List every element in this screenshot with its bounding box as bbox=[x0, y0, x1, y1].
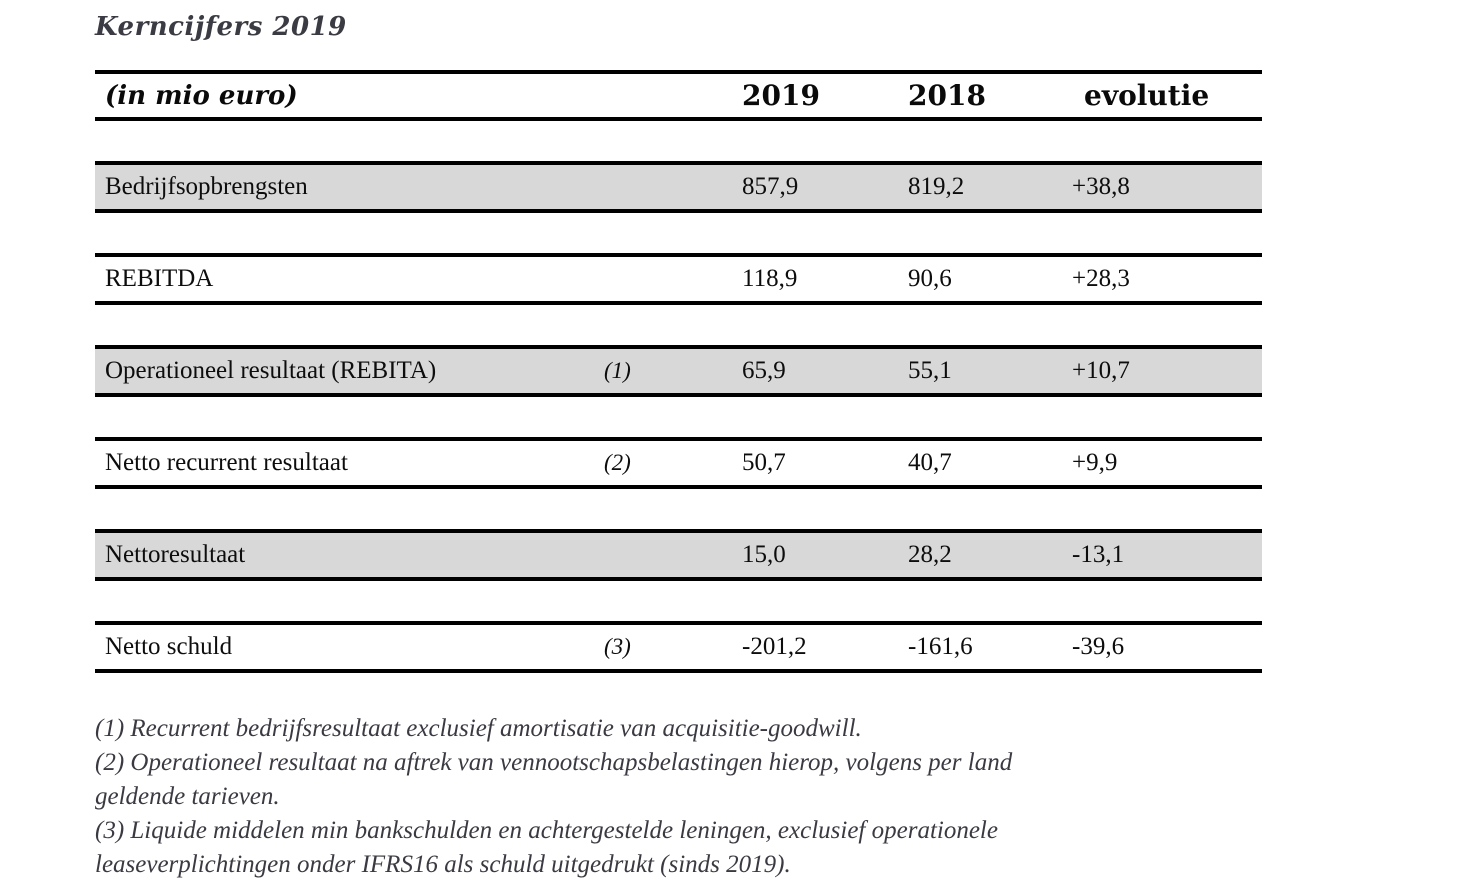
value-2018: 55,1 bbox=[908, 357, 952, 384]
value-2018: 819,2 bbox=[908, 173, 965, 200]
row-label: Netto schuld bbox=[105, 633, 233, 660]
page-title: Kerncijfers 2019 bbox=[95, 12, 347, 42]
column-header-evolutie: evolutie bbox=[1084, 79, 1210, 112]
value-2019: 65,9 bbox=[742, 357, 786, 384]
row-label: Operationeel resultaat (REBITA) bbox=[105, 357, 437, 384]
footnote: (1) Recurrent bedrijfsresultaat exclusie… bbox=[95, 715, 862, 742]
key-figures-table: (in mio euro) 2019 2018 evolutie Bedrijf… bbox=[95, 70, 1262, 673]
value-2019: 15,0 bbox=[742, 541, 786, 568]
table-row: Netto recurrent resultaat (2) 50,7 40,7 … bbox=[95, 437, 1262, 489]
table-row: Netto schuld (3) -201,2 -161,6 -39,6 bbox=[95, 621, 1262, 673]
value-2018: 40,7 bbox=[908, 449, 952, 476]
row-label: Netto recurrent resultaat bbox=[105, 449, 348, 476]
value-2019: 118,9 bbox=[742, 265, 798, 292]
value-evolutie: -13,1 bbox=[1072, 541, 1125, 568]
table-body: Bedrijfsopbrengsten 857,9 819,2 +38,8 RE… bbox=[95, 161, 1262, 673]
footnote-ref: (1) bbox=[604, 358, 631, 383]
unit-label: (in mio euro) bbox=[105, 80, 298, 111]
value-2018: -161,6 bbox=[908, 633, 973, 660]
footnote-ref: (2) bbox=[604, 450, 631, 475]
value-evolutie: -39,6 bbox=[1072, 633, 1125, 660]
value-2019: -201,2 bbox=[742, 633, 807, 660]
footnotes-block: (1) Recurrent bedrijfsresultaat exclusie… bbox=[95, 712, 1235, 882]
value-2019: 857,9 bbox=[742, 173, 799, 200]
column-header-2018: 2018 bbox=[908, 79, 986, 112]
footnote: (2) Operationeel resultaat na aftrek van… bbox=[95, 749, 1013, 810]
value-2019: 50,7 bbox=[742, 449, 786, 476]
table-row: Nettoresultaat 15,0 28,2 -13,1 bbox=[95, 529, 1262, 581]
table-row: Operationeel resultaat (REBITA) (1) 65,9… bbox=[95, 345, 1262, 397]
footnote-ref: (3) bbox=[604, 634, 631, 659]
value-evolutie: +38,8 bbox=[1072, 173, 1130, 200]
table-row: REBITDA 118,9 90,6 +28,3 bbox=[95, 253, 1262, 305]
value-evolutie: +28,3 bbox=[1072, 265, 1130, 292]
value-evolutie: +9,9 bbox=[1072, 449, 1118, 476]
row-label: REBITDA bbox=[105, 265, 214, 292]
value-2018: 90,6 bbox=[908, 265, 952, 292]
row-label: Bedrijfsopbrengsten bbox=[105, 173, 308, 200]
table-row: Bedrijfsopbrengsten 857,9 819,2 +38,8 bbox=[95, 161, 1262, 213]
value-evolutie: +10,7 bbox=[1072, 357, 1130, 384]
column-header-2019: 2019 bbox=[742, 79, 820, 112]
row-label: Nettoresultaat bbox=[105, 541, 246, 568]
value-2018: 28,2 bbox=[908, 541, 952, 568]
table-header-row: (in mio euro) 2019 2018 evolutie bbox=[95, 70, 1262, 121]
footnote: (3) Liquide middelen min bankschulden en… bbox=[95, 817, 998, 878]
